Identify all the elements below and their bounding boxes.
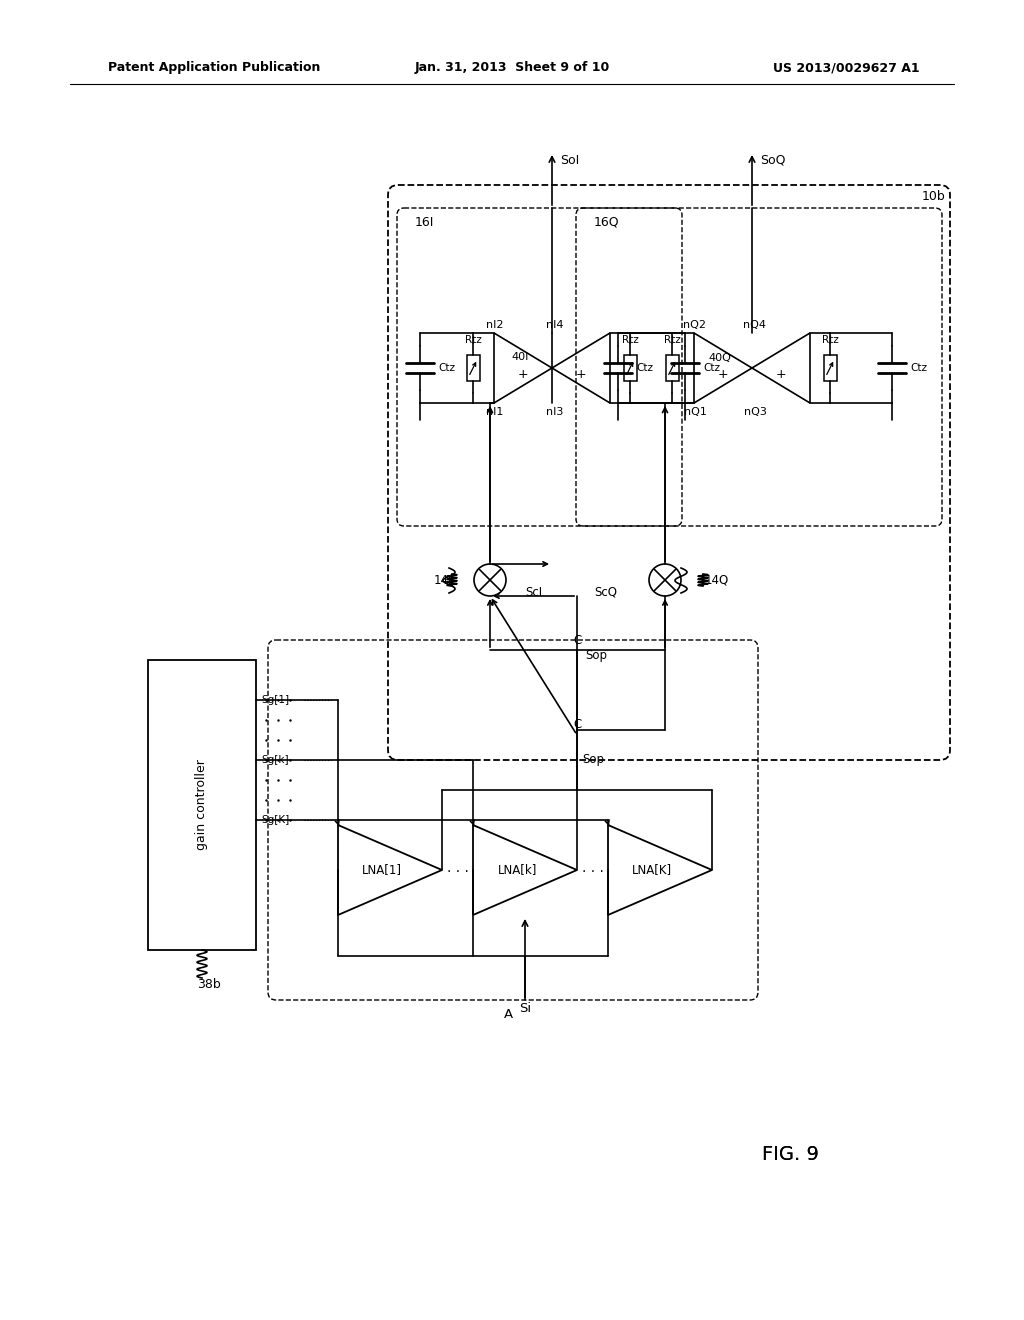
Text: Si: Si (519, 1002, 531, 1015)
Text: Patent Application Publication: Patent Application Publication (108, 62, 321, 74)
Text: nQ1: nQ1 (684, 407, 707, 417)
Text: +: + (776, 368, 786, 381)
Text: 40I: 40I (511, 352, 528, 363)
Text: 14Q: 14Q (705, 573, 729, 586)
Text: ScI: ScI (525, 586, 542, 598)
Text: +: + (718, 368, 728, 381)
Bar (624, 355, 637, 381)
Text: 10b: 10b (922, 190, 946, 203)
Text: FIG. 9: FIG. 9 (762, 1146, 818, 1164)
Text: LNA[K]: LNA[K] (632, 863, 673, 876)
Text: 40Q: 40Q (709, 352, 731, 363)
Text: Sg[1]: Sg[1] (261, 696, 289, 705)
Text: Ctz: Ctz (438, 363, 455, 374)
Text: ScQ: ScQ (594, 586, 617, 598)
Text: Ctz: Ctz (910, 363, 927, 374)
Text: Rtz: Rtz (465, 335, 481, 345)
Text: nI4: nI4 (546, 319, 564, 330)
Text: nQ2: nQ2 (683, 319, 707, 330)
Text: A: A (504, 1008, 513, 1022)
Text: . . .: . . . (582, 861, 604, 875)
Text: nI1: nI1 (486, 407, 504, 417)
Bar (467, 355, 479, 381)
Text: Rtz: Rtz (664, 335, 680, 345)
Text: Jan. 31, 2013  Sheet 9 of 10: Jan. 31, 2013 Sheet 9 of 10 (415, 62, 609, 74)
Text: LNA[1]: LNA[1] (362, 863, 402, 876)
Text: Sg[k]: Sg[k] (261, 755, 289, 766)
Text: US 2013/0029627 A1: US 2013/0029627 A1 (773, 62, 920, 74)
Text: nI2: nI2 (486, 319, 504, 330)
Text: gain controller: gain controller (196, 759, 209, 850)
Text: FIG. 9: FIG. 9 (762, 1146, 818, 1164)
Text: C: C (572, 634, 582, 647)
Text: . . .: . . . (447, 861, 469, 875)
Text: Rtz: Rtz (821, 335, 839, 345)
Text: Ctz: Ctz (636, 363, 653, 374)
Text: Rtz: Rtz (622, 335, 638, 345)
Text: C: C (572, 718, 582, 731)
Text: +: + (575, 368, 587, 381)
Bar (148, 660, 256, 950)
Text: Ctz: Ctz (703, 363, 720, 374)
Text: nQ4: nQ4 (743, 319, 767, 330)
Text: Sg[K]: Sg[K] (261, 814, 289, 825)
Text: 14I: 14I (433, 573, 452, 586)
Text: SoI: SoI (560, 153, 580, 166)
Text: Sop: Sop (585, 648, 607, 661)
Text: nQ3: nQ3 (743, 407, 766, 417)
Text: LNA[k]: LNA[k] (498, 863, 537, 876)
Text: SoQ: SoQ (760, 153, 785, 166)
Text: 16I: 16I (415, 215, 434, 228)
Text: +: + (518, 368, 528, 381)
Text: Sop: Sop (582, 754, 604, 767)
Text: 38b: 38b (197, 978, 221, 991)
Bar (666, 355, 679, 381)
Text: 16Q: 16Q (594, 215, 620, 228)
Text: nI3: nI3 (547, 407, 563, 417)
Bar (823, 355, 837, 381)
